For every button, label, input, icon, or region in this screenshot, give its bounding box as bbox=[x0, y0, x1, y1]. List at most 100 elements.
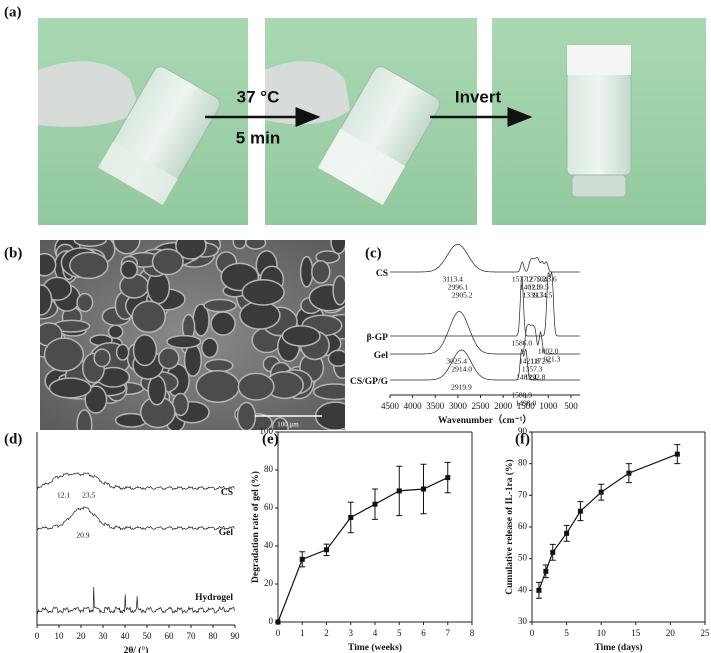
pore bbox=[107, 324, 124, 340]
peak-label: 3025.4 bbox=[446, 357, 467, 366]
pore bbox=[40, 284, 53, 316]
panel-label: (c) bbox=[365, 245, 382, 261]
data-point bbox=[577, 508, 583, 514]
x-tick-label: 3 bbox=[349, 628, 354, 638]
x-tick-label: 60 bbox=[165, 631, 175, 641]
data-point bbox=[421, 486, 426, 492]
data-line bbox=[277, 477, 449, 623]
data-point bbox=[396, 488, 402, 494]
pore bbox=[119, 273, 150, 299]
series-label: β-GP bbox=[367, 333, 389, 343]
x-tick-label: 80 bbox=[209, 631, 219, 641]
x-tick-label: 0 bbox=[530, 628, 535, 638]
peak-label: 1219.5 bbox=[528, 283, 549, 292]
peak-label: 1483.4 bbox=[516, 373, 537, 382]
pore bbox=[76, 409, 93, 430]
peak-label: 2914.0 bbox=[451, 365, 472, 374]
peak-label: 1588.9 bbox=[511, 391, 532, 400]
pore bbox=[311, 259, 331, 284]
panel-label: (f) bbox=[515, 431, 530, 447]
panel-label: (a) bbox=[4, 4, 22, 20]
x-tick-label: 70 bbox=[187, 631, 197, 641]
series-label: Gel bbox=[219, 528, 234, 538]
pore bbox=[166, 334, 202, 349]
x-tick-label: 5 bbox=[564, 628, 569, 638]
peak-label: 2905.2 bbox=[452, 291, 473, 300]
x-tick-label: 0 bbox=[35, 631, 40, 641]
pore bbox=[200, 337, 219, 359]
data-point bbox=[564, 530, 570, 536]
pore bbox=[195, 370, 240, 403]
x-tick-label: 10 bbox=[55, 631, 65, 641]
data-point bbox=[372, 501, 378, 507]
spectrum-line bbox=[390, 243, 580, 273]
x-tick-label: 1500 bbox=[517, 401, 536, 411]
x-tick-label: 2500 bbox=[471, 401, 490, 411]
panel-label: (e) bbox=[262, 431, 279, 447]
peak-label: 23.5 bbox=[82, 491, 95, 500]
x-tick-label: 20 bbox=[77, 631, 87, 641]
y-tick-label: 30 bbox=[518, 616, 528, 626]
peak-label: 1134.5 bbox=[532, 291, 553, 300]
photo bbox=[265, 18, 477, 225]
peak-label: 921.3 bbox=[543, 355, 560, 364]
data-point bbox=[543, 568, 549, 574]
x-tick-label: 4000 bbox=[404, 401, 423, 411]
pore bbox=[281, 325, 321, 347]
data-point bbox=[324, 547, 329, 553]
peak-label: 12.1 bbox=[57, 491, 70, 500]
pore bbox=[69, 251, 109, 280]
data-point bbox=[626, 470, 632, 476]
pore bbox=[157, 347, 180, 370]
x-tick-label: 3500 bbox=[426, 401, 445, 411]
data-point bbox=[445, 475, 451, 481]
step-label: 5 min bbox=[236, 128, 280, 147]
y-tick-label: 60 bbox=[264, 502, 274, 512]
y-axis-label: Degradation rate of gel (%) bbox=[250, 471, 261, 583]
panel-label: (d) bbox=[4, 431, 22, 447]
spectrum-line bbox=[36, 472, 235, 491]
data-line bbox=[538, 453, 678, 591]
x-tick-label: 500 bbox=[564, 401, 578, 411]
x-tick-label: 8 bbox=[470, 628, 475, 638]
y-tick-label: 70 bbox=[518, 489, 528, 499]
y-tick-label: 40 bbox=[518, 584, 528, 594]
pore bbox=[147, 374, 167, 406]
pore bbox=[210, 311, 236, 336]
x-tick-label: 2000 bbox=[494, 401, 513, 411]
peak-label: 1275.2 bbox=[526, 275, 547, 284]
pore bbox=[151, 248, 184, 276]
x-axis-label: Time (days) bbox=[594, 642, 642, 653]
data-point bbox=[674, 451, 680, 457]
data-point bbox=[299, 556, 305, 562]
peak-label: 1292.8 bbox=[525, 373, 546, 382]
data-point bbox=[536, 587, 542, 593]
pore bbox=[43, 337, 85, 372]
x-tick-label: 20 bbox=[666, 628, 676, 638]
spectrum-line bbox=[36, 506, 235, 531]
pore bbox=[115, 343, 130, 361]
pore bbox=[271, 416, 289, 430]
peak-label: 1401.3 bbox=[520, 283, 541, 292]
y-tick-label: 20 bbox=[264, 578, 274, 588]
spectrum-line bbox=[390, 311, 580, 355]
pore bbox=[327, 349, 345, 367]
peak-label: 1002.0 bbox=[538, 347, 559, 356]
y-tick-label: 0 bbox=[269, 616, 274, 626]
x-tick-label: 5 bbox=[397, 628, 402, 638]
series-label: Hydrogel bbox=[195, 593, 233, 603]
pore bbox=[132, 334, 158, 367]
pore bbox=[84, 385, 108, 414]
y-tick-label: 40 bbox=[264, 540, 274, 550]
pore bbox=[204, 358, 234, 373]
y-tick-label: 50 bbox=[518, 553, 528, 563]
x-tick-label: 50 bbox=[143, 631, 153, 641]
pore bbox=[175, 240, 207, 260]
y-axis-label: Cumulative release of IL-1ra (%) bbox=[504, 459, 515, 594]
step-label: 37 °C bbox=[237, 87, 280, 106]
pore bbox=[330, 240, 345, 255]
pore bbox=[48, 377, 92, 399]
peak-label: 2996.1 bbox=[448, 283, 469, 292]
pore bbox=[312, 383, 345, 401]
scale-bar-label: 100 μm bbox=[277, 421, 299, 429]
